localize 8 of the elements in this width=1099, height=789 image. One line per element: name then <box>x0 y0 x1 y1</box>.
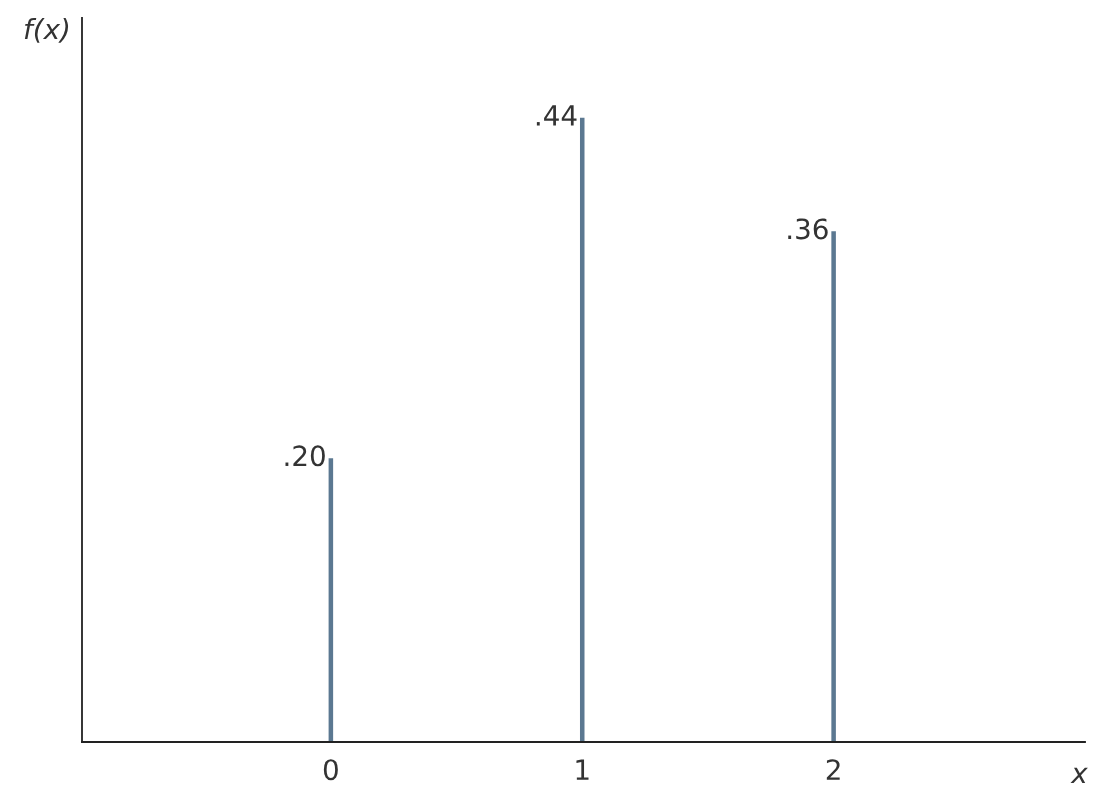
data-label: .36 <box>788 218 828 240</box>
x-axis-title: x <box>1070 767 1088 783</box>
x-tick-label: 0 <box>323 759 338 781</box>
data-label: .20 <box>285 445 325 467</box>
x-tick-label: 2 <box>826 759 840 780</box>
x-tick-label: 1 <box>576 759 589 780</box>
data-label: .44 <box>536 105 577 126</box>
y-axis-title: f(x) <box>24 18 69 43</box>
